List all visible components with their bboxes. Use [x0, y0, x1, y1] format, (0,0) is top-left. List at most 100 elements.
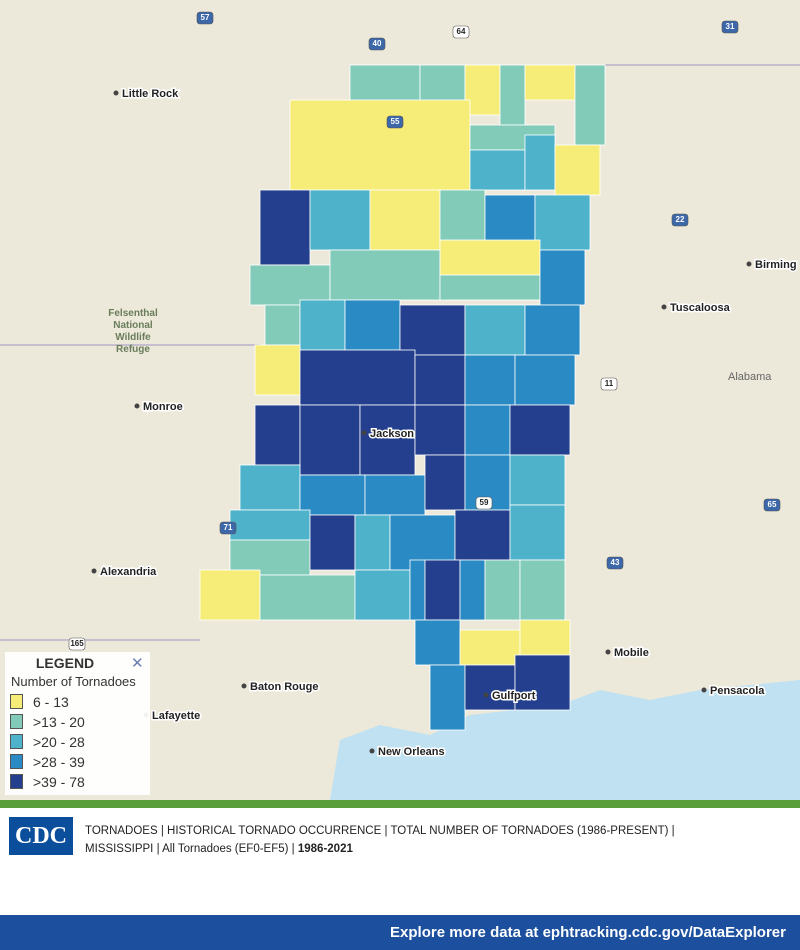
caption: TORNADOES | HISTORICAL TORNADO OCCURRENC…: [85, 822, 785, 858]
county: [464, 404, 511, 456]
county: [264, 304, 301, 346]
city-dot: [361, 430, 367, 436]
shield-body: [368, 37, 386, 51]
county: [414, 619, 461, 666]
county: [524, 134, 556, 191]
county: [554, 144, 601, 196]
county: [299, 349, 416, 406]
county: [254, 404, 301, 466]
legend: LEGEND ✕ Number of Tornadoes 6 - 13 >13 -…: [5, 652, 150, 795]
county: [459, 629, 521, 666]
footer: Explore more data at ephtracking.cdc.gov…: [0, 915, 800, 950]
highway-label: 55: [391, 117, 400, 126]
county: [399, 304, 466, 356]
legend-close[interactable]: ✕: [131, 655, 144, 672]
county: [524, 304, 581, 356]
legend-item: >20 - 28: [10, 734, 85, 752]
highway-label: 11: [605, 379, 614, 388]
highway-label: 71: [224, 523, 233, 532]
legend-label: >13 - 20: [33, 714, 85, 730]
county: [299, 474, 366, 516]
county: [299, 404, 361, 476]
city-label: Pensacola: [710, 685, 765, 697]
county: [464, 64, 501, 116]
county: [534, 194, 591, 251]
county: [514, 354, 576, 406]
city-label: Alexandria: [100, 566, 157, 578]
county: [439, 274, 541, 301]
county: [364, 474, 426, 516]
city-dot: [113, 90, 119, 96]
county: [249, 264, 331, 306]
county: [464, 354, 516, 406]
divider: [0, 800, 800, 808]
county: [289, 99, 471, 191]
highway-label: 165: [70, 639, 84, 648]
highway-shield: 43: [606, 556, 624, 570]
county: [414, 404, 466, 456]
county: [524, 64, 576, 101]
county: [509, 404, 571, 456]
county: [254, 344, 301, 396]
highway-label: 43: [611, 558, 620, 567]
caption-line: TORNADOES | HISTORICAL TORNADO OCCURRENC…: [85, 825, 675, 837]
county: [299, 299, 346, 351]
state-label: Alabama: [728, 371, 772, 383]
county: [424, 559, 461, 621]
park-label: Felsenthal National Wildlife Refuge: [108, 308, 158, 355]
highway-shield: 40: [368, 37, 386, 51]
legend-item: >13 - 20: [10, 714, 85, 732]
city-dot: [241, 683, 247, 689]
county: [409, 559, 426, 621]
shield-body: [452, 25, 470, 39]
county: [229, 539, 311, 576]
county: [499, 64, 526, 126]
county: [464, 304, 526, 356]
city-label: Gulfport: [492, 690, 536, 702]
city-label: Little Rock: [122, 88, 179, 100]
county: [454, 509, 511, 561]
legend-label: >20 - 28: [33, 734, 85, 750]
shield-body: [475, 496, 493, 510]
shield-body: [196, 11, 214, 25]
shield-body: [386, 115, 404, 129]
city-dot: [605, 649, 611, 655]
highway-label: 65: [768, 500, 777, 509]
county: [239, 464, 301, 511]
county: [309, 189, 371, 251]
city-label: Tuscaloosa: [670, 302, 731, 314]
legend-swatch: [10, 754, 23, 769]
county: [439, 239, 541, 276]
city-label: Birming: [755, 259, 797, 271]
legend-swatch: [10, 734, 23, 749]
highway-label: 31: [726, 22, 735, 31]
legend-subtitle: Number of Tornadoes: [11, 674, 136, 689]
highway-shield: 59: [475, 496, 493, 510]
legend-label: >39 - 78: [33, 774, 85, 790]
state-borders: [0, 64, 800, 641]
highway-shield: 65: [763, 498, 781, 512]
county: [424, 454, 466, 511]
shield-body: [721, 20, 739, 34]
legend-item: >39 - 78: [10, 774, 85, 792]
county: [309, 514, 356, 571]
highway-shield: 11: [600, 377, 618, 391]
county: [349, 64, 421, 106]
county: [514, 654, 571, 711]
legend-swatch: [10, 714, 23, 729]
county: [259, 189, 311, 266]
shield-body: [68, 637, 86, 651]
city-label: New Orleans: [378, 746, 445, 758]
shield-body: [763, 498, 781, 512]
legend-label: >28 - 39: [33, 754, 85, 770]
county: [469, 149, 526, 191]
footer-link[interactable]: Explore more data at ephtracking.cdc.gov…: [390, 924, 786, 941]
caption-years: 1986-2021: [297, 843, 353, 855]
county: [509, 504, 566, 561]
county: [539, 249, 586, 306]
city-dot: [661, 304, 667, 310]
highway-label: 57: [201, 13, 210, 22]
county: [509, 454, 566, 506]
legend-item: >28 - 39: [10, 754, 85, 772]
shield-body: [600, 377, 618, 391]
